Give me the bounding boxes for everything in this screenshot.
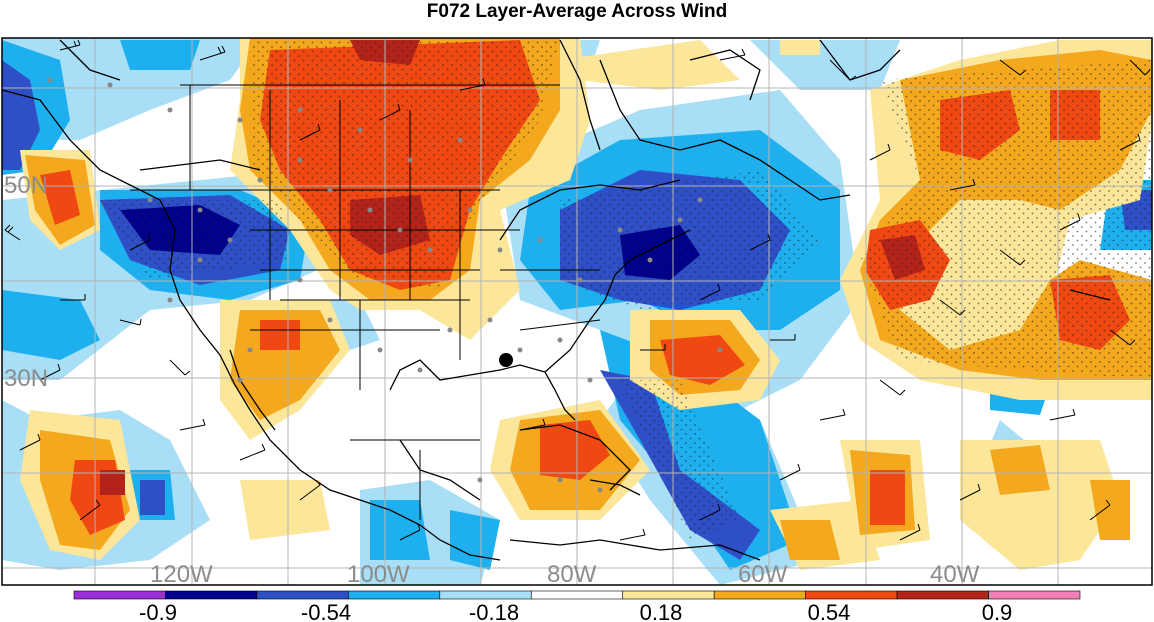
colorbar-bin — [348, 590, 441, 600]
lon-label-100w: 100W — [347, 561, 410, 588]
colorbar-bin — [439, 590, 532, 600]
lon-label-40w: 40W — [930, 561, 980, 588]
colorbar-bin — [256, 590, 349, 600]
colorbar-bin — [530, 590, 624, 600]
map-frame — [1, 37, 1153, 586]
lat-label-50n: 50N — [4, 172, 48, 199]
coastlines — [2, 39, 1111, 561]
lat-lon-labels: 50N 30N 120W 100W 80W 60W 40W — [4, 172, 980, 588]
colorbar-bin — [713, 590, 806, 600]
state-borders — [130, 84, 601, 520]
colorbar-tick-label: -0.9 — [139, 600, 177, 622]
colorbar-ticks: -0.9 -0.54 -0.18 0.18 0.54 0.9 — [139, 600, 1012, 622]
colorbar-tick-label: -0.54 — [301, 600, 351, 622]
lat-lon-grid — [2, 38, 1152, 585]
highlight-station-marker — [499, 353, 513, 367]
colorbar-bin — [622, 590, 715, 600]
lon-label-80w: 80W — [547, 561, 597, 588]
colorbar-tick-label: -0.18 — [469, 600, 519, 622]
lon-label-60w: 60W — [738, 561, 788, 588]
map-title: F072 Layer-Average Across Wind — [426, 1, 728, 22]
colorbar-tick-label: 0.9 — [982, 600, 1013, 622]
colorbar-bin — [805, 590, 898, 600]
lat-label-30n: 30N — [4, 365, 48, 392]
colorbar-bin — [73, 590, 166, 600]
lon-label-120w: 120W — [150, 561, 213, 588]
field-plot: 50N 30N 120W 100W 80W 60W 40W — [2, 38, 1152, 588]
colorbar-tick-label: 0.54 — [808, 600, 851, 622]
colorbar-bin — [896, 590, 989, 600]
colorbar-bin — [988, 590, 1081, 600]
colorbar-bins — [73, 590, 1081, 600]
stipple-overlay — [100, 40, 1152, 540]
colorbar-tick-label: 0.18 — [640, 600, 683, 622]
station-dots — [47, 77, 723, 493]
wind-barbs — [4, 39, 1151, 541]
colorbar-bin — [165, 590, 258, 600]
